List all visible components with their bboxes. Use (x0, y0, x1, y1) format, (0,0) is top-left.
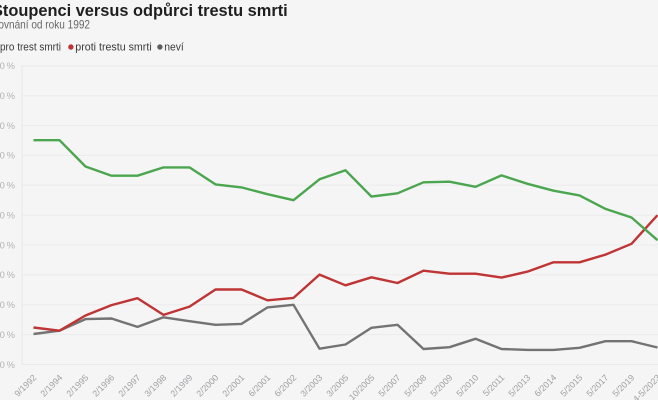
svg-text:Stoupenci versus odpůrci trest: Stoupenci versus odpůrci trestu smrti (0, 2, 288, 20)
svg-text:40 %: 40 % (0, 239, 15, 250)
svg-text:100 %: 100 % (0, 60, 15, 71)
svg-text:neví: neví (164, 41, 184, 53)
svg-text:20 %: 20 % (0, 299, 15, 310)
svg-text:70 %: 70 % (0, 150, 15, 161)
svg-text:50 %: 50 % (0, 210, 15, 221)
svg-text:60 %: 60 % (0, 180, 15, 191)
svg-text:pro trest smrti: pro trest smrti (0, 41, 61, 53)
svg-text:10 %: 10 % (0, 329, 15, 340)
svg-text:0 %: 0 % (0, 359, 15, 370)
svg-text:80 %: 80 % (0, 120, 15, 131)
svg-text:proti trestu smrti: proti trestu smrti (75, 41, 151, 53)
svg-text:srovnání od roku 1992: srovnání od roku 1992 (0, 17, 90, 31)
svg-text:30 %: 30 % (0, 269, 15, 280)
svg-text:90 %: 90 % (0, 90, 15, 101)
